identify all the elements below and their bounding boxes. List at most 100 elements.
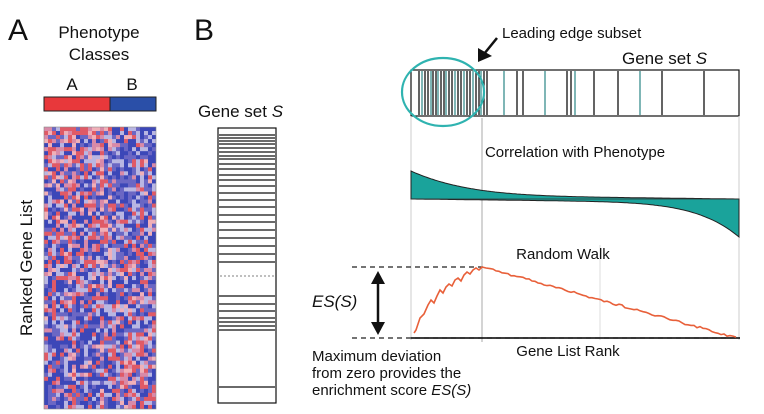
heatmap-cell [136, 292, 141, 297]
heatmap-cell [92, 296, 97, 301]
heatmap-cell [100, 316, 105, 321]
heatmap-cell [88, 352, 93, 357]
heatmap-cell [92, 316, 97, 321]
heatmap-cell [52, 207, 57, 212]
heatmap-cell [104, 312, 109, 317]
heatmap-cell [104, 348, 109, 353]
heatmap-cell [108, 308, 113, 313]
heatmap-cell [120, 215, 125, 220]
heatmap-cell [68, 179, 73, 184]
heatmap-cell [100, 187, 105, 192]
heatmap-cell [44, 316, 49, 321]
heatmap-cell [132, 139, 137, 144]
heatmap-cell [112, 360, 117, 365]
heatmap-cell [136, 368, 141, 374]
heatmap-cell [92, 280, 97, 285]
heatmap-cell [100, 203, 105, 208]
heatmap-cell [116, 392, 121, 398]
heatmap-cell [140, 272, 145, 277]
heatmap-cell [56, 380, 61, 386]
heatmap-cell [148, 235, 153, 241]
heatmap-cell [132, 392, 137, 398]
heatmap-cell [120, 364, 125, 370]
heatmap-cell [128, 304, 133, 309]
heatmap-cell [48, 328, 53, 333]
heatmap-cell [76, 328, 81, 333]
heatmap-cell [148, 195, 153, 200]
heatmap-cell [120, 195, 125, 200]
heatmap-cell [136, 364, 141, 370]
heatmap-cell [84, 131, 89, 136]
heatmap-cell [140, 400, 145, 406]
heatmap-cell [52, 151, 57, 156]
heatmap-cell [152, 340, 156, 345]
heatmap-cell [116, 215, 121, 220]
heatmap-cell [152, 388, 156, 394]
heatmap-cell [76, 348, 81, 353]
heatmap-cell [124, 396, 129, 402]
heatmap-cell [116, 187, 121, 192]
heatmap-cell [144, 376, 149, 382]
heatmap-cell [88, 296, 93, 301]
heatmap-cell [88, 372, 93, 378]
heatmap-cell [84, 276, 89, 281]
heatmap-cell [68, 203, 73, 208]
heatmap-cell [128, 255, 133, 261]
heatmap-cell [128, 195, 133, 200]
heatmap-cell [56, 171, 61, 176]
heatmap-cell [44, 344, 49, 349]
heatmap-cell [116, 243, 121, 249]
leading-edge-arrow-shaft [483, 37, 498, 55]
heatmap-cell [64, 187, 69, 192]
heatmap-cell [88, 384, 93, 390]
heatmap-cell [144, 127, 149, 132]
heatmap-cell [48, 384, 53, 390]
heatmap-cell [88, 207, 93, 212]
heatmap-cell [92, 336, 97, 341]
heatmap-cell [92, 328, 97, 333]
heatmap-cell [104, 280, 109, 285]
heatmap-cell [144, 203, 149, 208]
heatmap-cell [148, 191, 153, 196]
heatmap-cell [96, 400, 101, 406]
heatmap-cell [136, 356, 141, 361]
heatmap-cell [92, 388, 97, 394]
heatmap-cell [44, 296, 49, 301]
heatmap-cell [76, 191, 81, 196]
heatmap-cell [96, 175, 101, 180]
leading-edge-circle [400, 56, 486, 128]
heatmap-cell [84, 320, 89, 325]
heatmap-cell [60, 211, 65, 216]
heatmap-cell [76, 139, 81, 144]
heatmap-cell [124, 352, 129, 357]
heatmap-cell [72, 400, 77, 406]
heatmap-cell [100, 376, 105, 382]
heatmap-cell [128, 235, 133, 241]
heatmap-cell [144, 348, 149, 353]
heatmap-cell [108, 263, 113, 269]
heatmap-cell [104, 203, 109, 208]
heatmap-cell [80, 308, 85, 313]
heatmap-cell [104, 324, 109, 329]
heatmap-cell [68, 388, 73, 394]
heatmap-cell [72, 199, 77, 204]
heatmap-cell [96, 239, 101, 245]
heatmap-cell [76, 392, 81, 398]
heatmap-cell [136, 404, 141, 409]
heatmap-cell [140, 368, 145, 374]
heatmap-cell [44, 131, 49, 136]
heatmap-cell [60, 251, 65, 257]
heatmap-cell [136, 296, 141, 301]
heatmap-cell [152, 368, 156, 374]
heatmap-cell [128, 296, 133, 301]
heatmap-cell [148, 211, 153, 216]
heatmap-cell [84, 304, 89, 309]
heatmap-cell [120, 400, 125, 406]
heatmap-cell [60, 364, 65, 370]
heatmap-cell [108, 352, 113, 357]
heatmap-cell [104, 159, 109, 164]
heatmap-cell [112, 380, 117, 386]
heatmap-cell [48, 312, 53, 317]
heatmap-cell [88, 263, 93, 269]
heatmap-cell [64, 304, 69, 309]
